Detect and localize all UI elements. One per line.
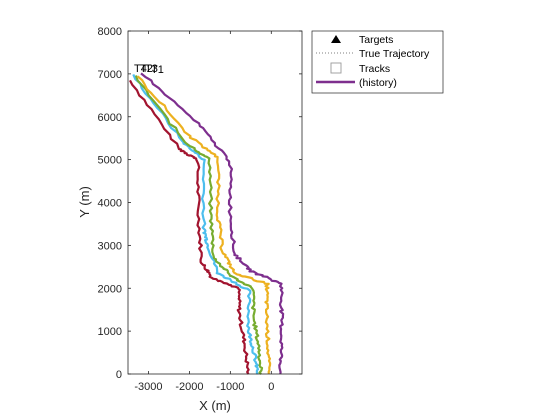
track-history-line-1 — [129, 79, 250, 375]
y-tick-label: 3000 — [98, 240, 122, 252]
legend-targets-label: Targets — [359, 34, 393, 46]
x-tick-label: -2000 — [175, 381, 203, 393]
y-tick-label: 7000 — [98, 69, 122, 81]
track-history-line-3 — [134, 75, 264, 375]
annotation-t2: T2 — [140, 63, 153, 75]
y-axis-label: Y (m) — [77, 186, 92, 218]
y-tick-label: 4000 — [98, 198, 122, 210]
annotation-t3: T3 — [145, 63, 158, 75]
legend: Targets True Trajectory Tracks (history) — [311, 30, 444, 94]
annotation-t4: T4 — [134, 63, 147, 75]
tick-layer: -3000 -2000 -1000 0 0 1000 2000 3000 4000 5000 600… — [98, 26, 302, 393]
legend-targets-marker — [331, 35, 341, 43]
y-tick-label: 2000 — [98, 283, 122, 295]
y-tick-label: 0 — [116, 369, 122, 381]
x-axis-label: X (m) — [199, 398, 231, 413]
y-tick-label: 6000 — [98, 112, 122, 124]
x-tick-label: -1000 — [216, 381, 244, 393]
plot-area — [128, 31, 302, 374]
x-tick-label: 0 — [268, 381, 274, 393]
y-tick-label: 8000 — [98, 26, 122, 38]
track-history-line-4 — [136, 75, 272, 375]
legend-tracks-label: Tracks — [359, 63, 390, 75]
y-tick-label: 5000 — [98, 155, 122, 167]
legend-true-trajectory-label: True Trajectory — [359, 48, 430, 60]
legend-history-label: (history) — [359, 77, 397, 89]
track-history-line-2 — [132, 73, 259, 375]
x-tick-label: -3000 — [134, 381, 162, 393]
legend-tracks-marker — [330, 62, 342, 74]
y-tick-label: 1000 — [98, 326, 122, 338]
annotation-t1: T1 — [151, 64, 164, 76]
series-layer — [129, 72, 285, 375]
track-history-line-5 — [140, 72, 285, 375]
annotation-labels: T4 T2 T3 T1 — [134, 63, 164, 76]
